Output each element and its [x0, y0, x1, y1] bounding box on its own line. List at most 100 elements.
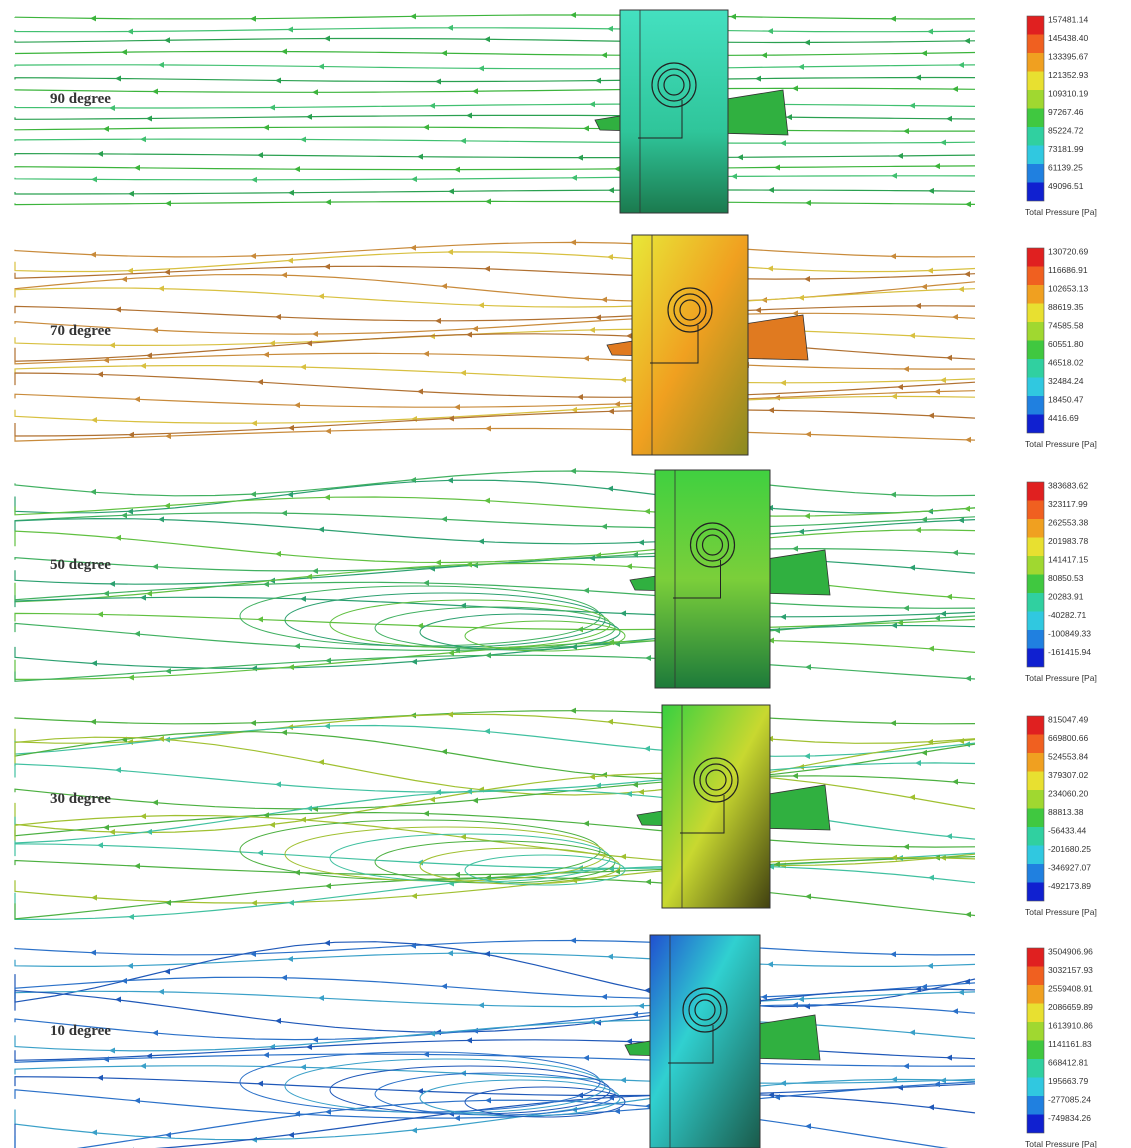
flow-arrow: [127, 963, 133, 969]
flow-arrow: [965, 911, 971, 917]
flow-arrow: [417, 388, 423, 394]
flow-arrow: [140, 595, 146, 601]
flow-arrow: [780, 380, 786, 386]
flow-arrow: [115, 767, 121, 773]
flow-arrow: [928, 413, 934, 419]
streamline: [15, 88, 975, 92]
flow-arrow: [964, 38, 970, 44]
legend-band: [1027, 985, 1044, 1004]
flow-arrow: [903, 366, 909, 372]
flow-arrow: [774, 395, 780, 401]
flow-arrow: [595, 1020, 601, 1026]
flow-arrow: [804, 276, 810, 282]
flow-arrow: [146, 829, 152, 835]
streamline: [15, 313, 975, 334]
flow-arrow: [485, 198, 491, 204]
panel-label: 90 degree: [50, 91, 111, 107]
flow-arrow: [146, 352, 152, 358]
flow-arrow: [792, 310, 798, 316]
flow-arrow: [607, 954, 613, 960]
flow-arrow: [324, 940, 330, 946]
flow-arrow: [140, 1063, 146, 1069]
flow-arrow: [607, 26, 613, 32]
flow-arrow: [964, 506, 970, 512]
flow-arrow: [620, 854, 626, 860]
flow-arrow: [601, 297, 607, 303]
legend-band: [1027, 809, 1044, 828]
flow-arrow: [928, 646, 934, 652]
flow-arrow: [478, 538, 484, 544]
legend-value: 815047.49: [1048, 714, 1088, 724]
legend-value: -749834.26: [1048, 1113, 1091, 1123]
legend-value: 262553.38: [1048, 517, 1088, 527]
legend-value: 46518.02: [1048, 357, 1084, 367]
flow-arrow: [632, 1011, 638, 1017]
flow-arrow: [952, 779, 958, 785]
flow-arrow: [447, 25, 453, 31]
flow-arrow: [608, 187, 614, 193]
flow-arrow: [134, 631, 140, 637]
flow-arrow: [589, 101, 595, 107]
flow-arrow: [958, 62, 964, 68]
legend-band: [1027, 482, 1044, 501]
flow-arrow: [940, 611, 946, 617]
flow-arrow: [946, 116, 952, 122]
flow-arrow: [805, 1123, 811, 1129]
flow-arrow: [890, 720, 896, 726]
flow-arrow: [583, 820, 589, 826]
flow-arrow: [946, 594, 952, 600]
streamline: [15, 429, 975, 442]
legend-band: [1027, 1059, 1044, 1078]
legend-band: [1027, 90, 1044, 109]
flow-arrow: [891, 173, 897, 179]
legend-band: [1027, 1004, 1044, 1023]
panel: 10 degree3504906.963032157.932559408.912…: [15, 935, 1097, 1148]
flow-arrow: [300, 364, 306, 370]
legend-value: -161415.94: [1048, 647, 1091, 657]
streamline: [15, 39, 975, 43]
legend-value: 201983.78: [1048, 536, 1088, 546]
vortex: [240, 820, 600, 880]
legend-band: [1027, 1022, 1044, 1041]
flow-arrow: [774, 628, 780, 634]
flow-arrow: [644, 987, 650, 993]
flow-arrow: [91, 417, 97, 423]
flow-arrow: [927, 268, 933, 274]
streamline: [15, 353, 975, 369]
flow-arrow: [768, 407, 774, 413]
legend-value: 3504906.96: [1048, 946, 1093, 956]
flow-arrow: [287, 956, 293, 962]
flow-arrow: [792, 546, 798, 552]
flow-arrow: [165, 668, 171, 674]
flow-arrow: [804, 39, 810, 45]
legend-band: [1027, 359, 1044, 378]
flow-arrow: [786, 114, 792, 120]
flow-arrow: [589, 327, 595, 333]
flow-arrow: [312, 1037, 318, 1043]
flow-arrow: [411, 659, 417, 665]
flow-arrow: [952, 86, 958, 92]
flow-arrow: [767, 28, 773, 34]
flow-arrow: [903, 1063, 909, 1069]
flow-arrow: [158, 736, 164, 742]
flow-arrow: [152, 799, 158, 805]
flow-arrow: [103, 824, 109, 830]
legend-band: [1027, 1115, 1044, 1134]
flow-arrow: [472, 326, 478, 332]
flow-arrow: [466, 112, 472, 118]
flow-arrow: [127, 508, 133, 514]
flow-arrow: [288, 190, 294, 196]
flow-arrow: [915, 527, 921, 533]
flow-arrow: [423, 580, 429, 586]
flow-arrow: [472, 1028, 478, 1034]
legend-band: [1027, 378, 1044, 397]
flow-arrow: [410, 13, 416, 19]
flow-arrow: [325, 658, 331, 664]
streamline: [15, 711, 975, 724]
flow-arrow: [792, 85, 798, 91]
streamline: [15, 115, 975, 119]
flow-arrow: [165, 200, 171, 206]
flow-arrow: [965, 675, 971, 681]
legend-band: [1027, 164, 1044, 183]
flow-arrow: [423, 124, 429, 130]
